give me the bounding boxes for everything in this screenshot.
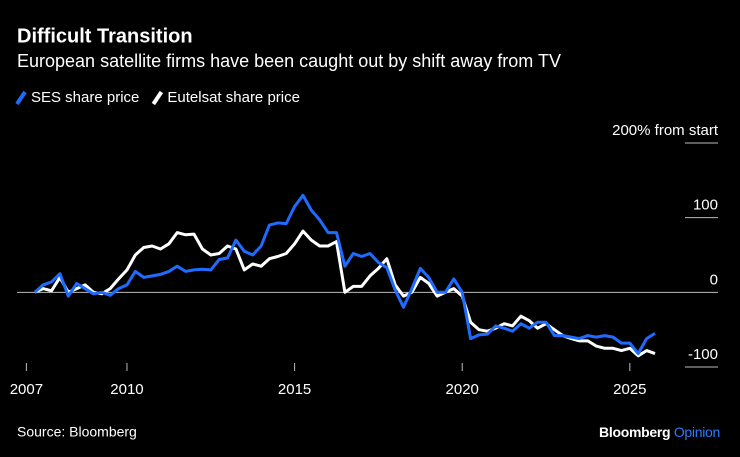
legend-label: Eutelsat share price [167, 89, 300, 106]
x-tick-label: 2010 [110, 381, 143, 398]
branding: Bloomberg Opinion [599, 424, 720, 440]
y-tick-label: -100 [688, 346, 718, 363]
y-tick-label: 0 [710, 271, 718, 288]
source: Source: Bloomberg [17, 424, 137, 440]
x-tick-label: 2020 [446, 381, 479, 398]
legend-swatch [151, 90, 164, 106]
chart-subtitle: European satellite firms have been caugh… [17, 51, 561, 71]
chart-title: Difficult Transition [17, 25, 193, 47]
series-line [34, 229, 656, 358]
legend-swatch [15, 90, 27, 106]
branding-opinion: Opinion [674, 424, 720, 440]
x-tick-label: 2015 [278, 381, 311, 398]
legend-label: SES share price [31, 89, 139, 106]
x-tick-label: 2025 [613, 381, 646, 398]
y-tick-label: 100 [693, 197, 718, 214]
y-tick-label: 200% from start [612, 122, 719, 139]
branding-bloomberg: Bloomberg [599, 424, 670, 440]
series-line [33, 193, 656, 356]
x-tick-label: 2007 [10, 381, 43, 398]
